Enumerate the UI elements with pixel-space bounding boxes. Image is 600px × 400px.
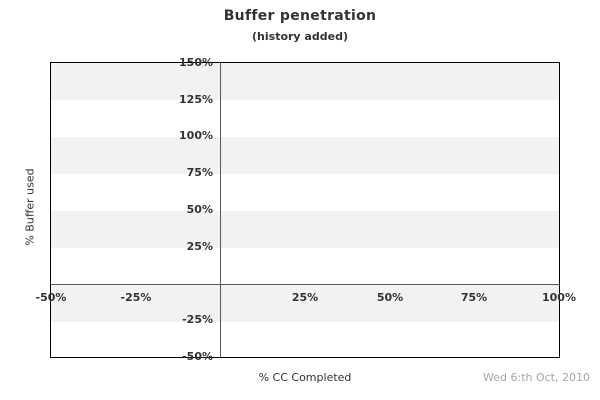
- y-tick-100: 100%: [179, 129, 213, 142]
- gray-band-100-75: [51, 137, 559, 174]
- x-tick-50: 50%: [376, 291, 404, 304]
- y-tick-50: 50%: [186, 203, 213, 216]
- date-label: Wed 6:th Oct, 2010: [483, 371, 590, 384]
- y-zero-axis-line: [51, 284, 559, 285]
- y-tick-25: 25%: [186, 240, 213, 253]
- x-tick-neg50: -50%: [35, 291, 67, 304]
- gray-band-0-neg25: [51, 285, 559, 322]
- x-zero-axis-line: [220, 63, 221, 357]
- gray-band-50-25: [51, 211, 559, 248]
- y-tick-125: 125%: [179, 93, 213, 106]
- x-axis-title: % CC Completed: [258, 371, 352, 384]
- x-tick-25: 25%: [291, 291, 319, 304]
- y-tick-150: 150%: [179, 56, 213, 69]
- y-axis-title: % Buffer used: [23, 168, 37, 246]
- chart-title: Buffer penetration: [223, 8, 377, 24]
- x-tick-100: 100%: [542, 291, 576, 304]
- y-tick-75: 75%: [186, 166, 213, 179]
- chart-subtitle: (history added): [252, 30, 348, 43]
- gray-band-150-125: [51, 63, 559, 100]
- x-tick-75: 75%: [460, 291, 488, 304]
- y-tick-neg50: -50%: [182, 350, 213, 363]
- y-tick-neg25: -25%: [182, 313, 213, 326]
- x-tick-neg25: -25%: [120, 291, 152, 304]
- plot-area: 150% 125% 100% 75% 50% 25% -25% -50% -50…: [36, 57, 576, 363]
